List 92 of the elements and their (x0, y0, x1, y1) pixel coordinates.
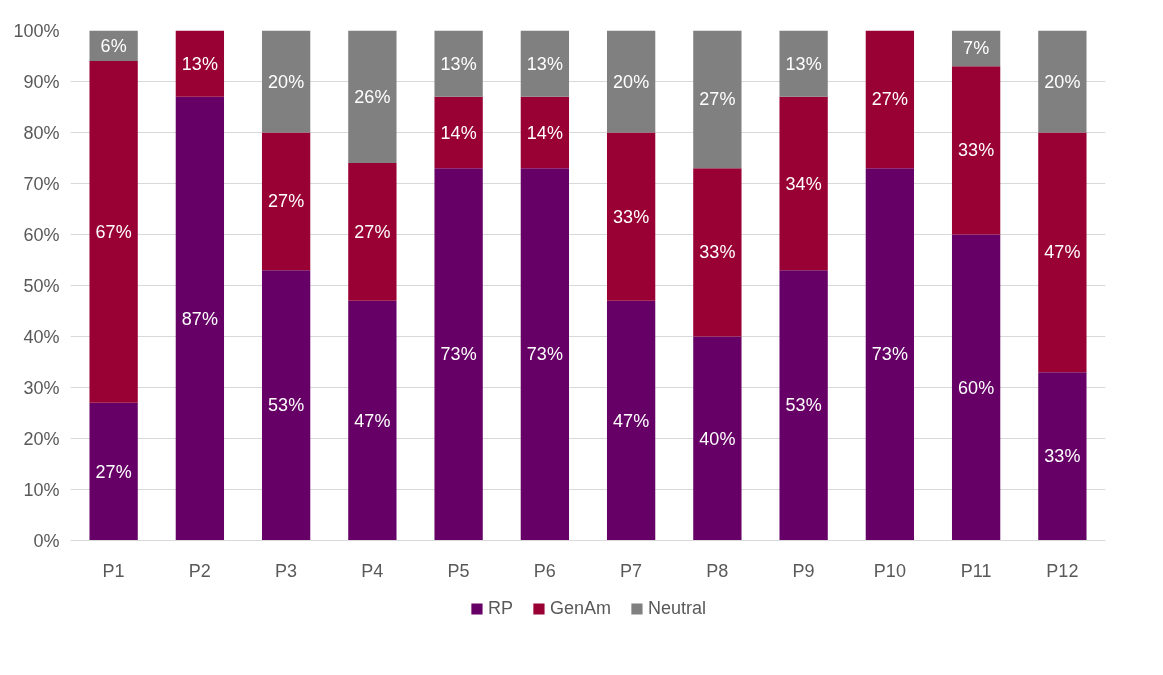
bar (606, 132, 656, 301)
data-label: 7% (963, 38, 990, 59)
y-tick-label: 100% (13, 20, 60, 41)
bar (1038, 132, 1087, 373)
data-label: 33% (613, 206, 650, 227)
y-tick-label: 50% (23, 275, 60, 296)
y-tick-label: 80% (23, 122, 60, 143)
data-label: 26% (354, 86, 391, 107)
data-label: 13% (181, 53, 218, 74)
data-label: 27% (699, 89, 736, 110)
bar (261, 270, 311, 541)
bar (434, 96, 483, 169)
data-label: 73% (440, 344, 477, 365)
y-tick-label: 70% (23, 173, 60, 194)
y-tick-label: 20% (23, 428, 60, 449)
y-tick-label: 40% (23, 326, 60, 347)
bar (89, 61, 138, 403)
x-tick-label: P6 (533, 560, 556, 581)
x-tick-label: P9 (792, 560, 815, 581)
bar (779, 270, 828, 541)
data-label: 14% (526, 122, 563, 143)
data-label: 27% (871, 89, 908, 110)
bar (1038, 372, 1087, 541)
data-label: 13% (440, 53, 477, 74)
bar (520, 96, 570, 169)
data-label: 33% (699, 242, 736, 263)
y-tick-label: 60% (23, 224, 60, 245)
x-tick-label: P5 (447, 560, 470, 581)
bar (434, 30, 483, 97)
legend-label: RP (487, 597, 513, 619)
data-label: 53% (268, 395, 305, 416)
data-label: 27% (354, 221, 391, 242)
data-label: 40% (699, 428, 736, 449)
bar (89, 402, 138, 541)
data-label: 73% (526, 344, 563, 365)
data-label: 14% (440, 122, 477, 143)
bar (779, 30, 828, 97)
bar (434, 168, 483, 541)
bar (175, 96, 225, 541)
y-tick-label: 10% (23, 479, 60, 500)
bar (606, 300, 656, 541)
data-label: 20% (1044, 71, 1081, 92)
x-tick-label: P2 (188, 560, 211, 581)
bar (520, 30, 570, 97)
bar (693, 336, 742, 541)
bar (261, 30, 311, 133)
data-label: 27% (95, 461, 132, 482)
bar (348, 163, 397, 301)
data-label: 47% (1044, 242, 1081, 263)
y-tick-label: 30% (23, 377, 60, 398)
data-label: 73% (871, 344, 908, 365)
bar (693, 168, 742, 337)
x-tick-label: P8 (706, 560, 729, 581)
x-tick-label: P1 (102, 560, 125, 581)
bar (693, 30, 742, 169)
x-tick-label: P12 (1046, 560, 1079, 581)
bar (1038, 30, 1087, 133)
data-label: 87% (181, 308, 218, 329)
data-label: 67% (95, 221, 132, 242)
data-label: 13% (526, 53, 563, 74)
data-label: 47% (354, 410, 391, 431)
bar (348, 30, 397, 164)
y-tick-label: 90% (23, 71, 60, 92)
bar (865, 30, 915, 169)
bar (520, 168, 570, 541)
bar (261, 132, 311, 271)
data-label: 34% (785, 173, 822, 194)
data-label: 13% (785, 53, 822, 74)
legend-label: GenAm (549, 597, 612, 619)
data-label: 6% (100, 35, 127, 56)
data-label: 20% (613, 71, 650, 92)
bar (951, 234, 1001, 541)
data-label: 33% (1044, 446, 1081, 467)
data-label: 60% (958, 377, 995, 398)
bar (779, 96, 828, 271)
bar (606, 30, 656, 133)
x-tick-label: P3 (275, 560, 298, 581)
y-tick-label: 0% (33, 530, 60, 551)
legend-label: Neutral (648, 597, 707, 619)
data-label: 27% (268, 191, 305, 212)
data-label: 33% (958, 140, 995, 161)
bar (865, 168, 915, 541)
bar (348, 300, 397, 541)
x-tick-label: P4 (361, 560, 384, 581)
data-label: 53% (785, 395, 822, 416)
data-label: 20% (268, 71, 305, 92)
data-label: 47% (613, 410, 650, 431)
bar (175, 30, 225, 97)
x-tick-label: P7 (620, 560, 643, 581)
x-tick-label: P11 (960, 560, 992, 581)
bar (951, 66, 1001, 235)
x-tick-label: P10 (873, 560, 906, 581)
